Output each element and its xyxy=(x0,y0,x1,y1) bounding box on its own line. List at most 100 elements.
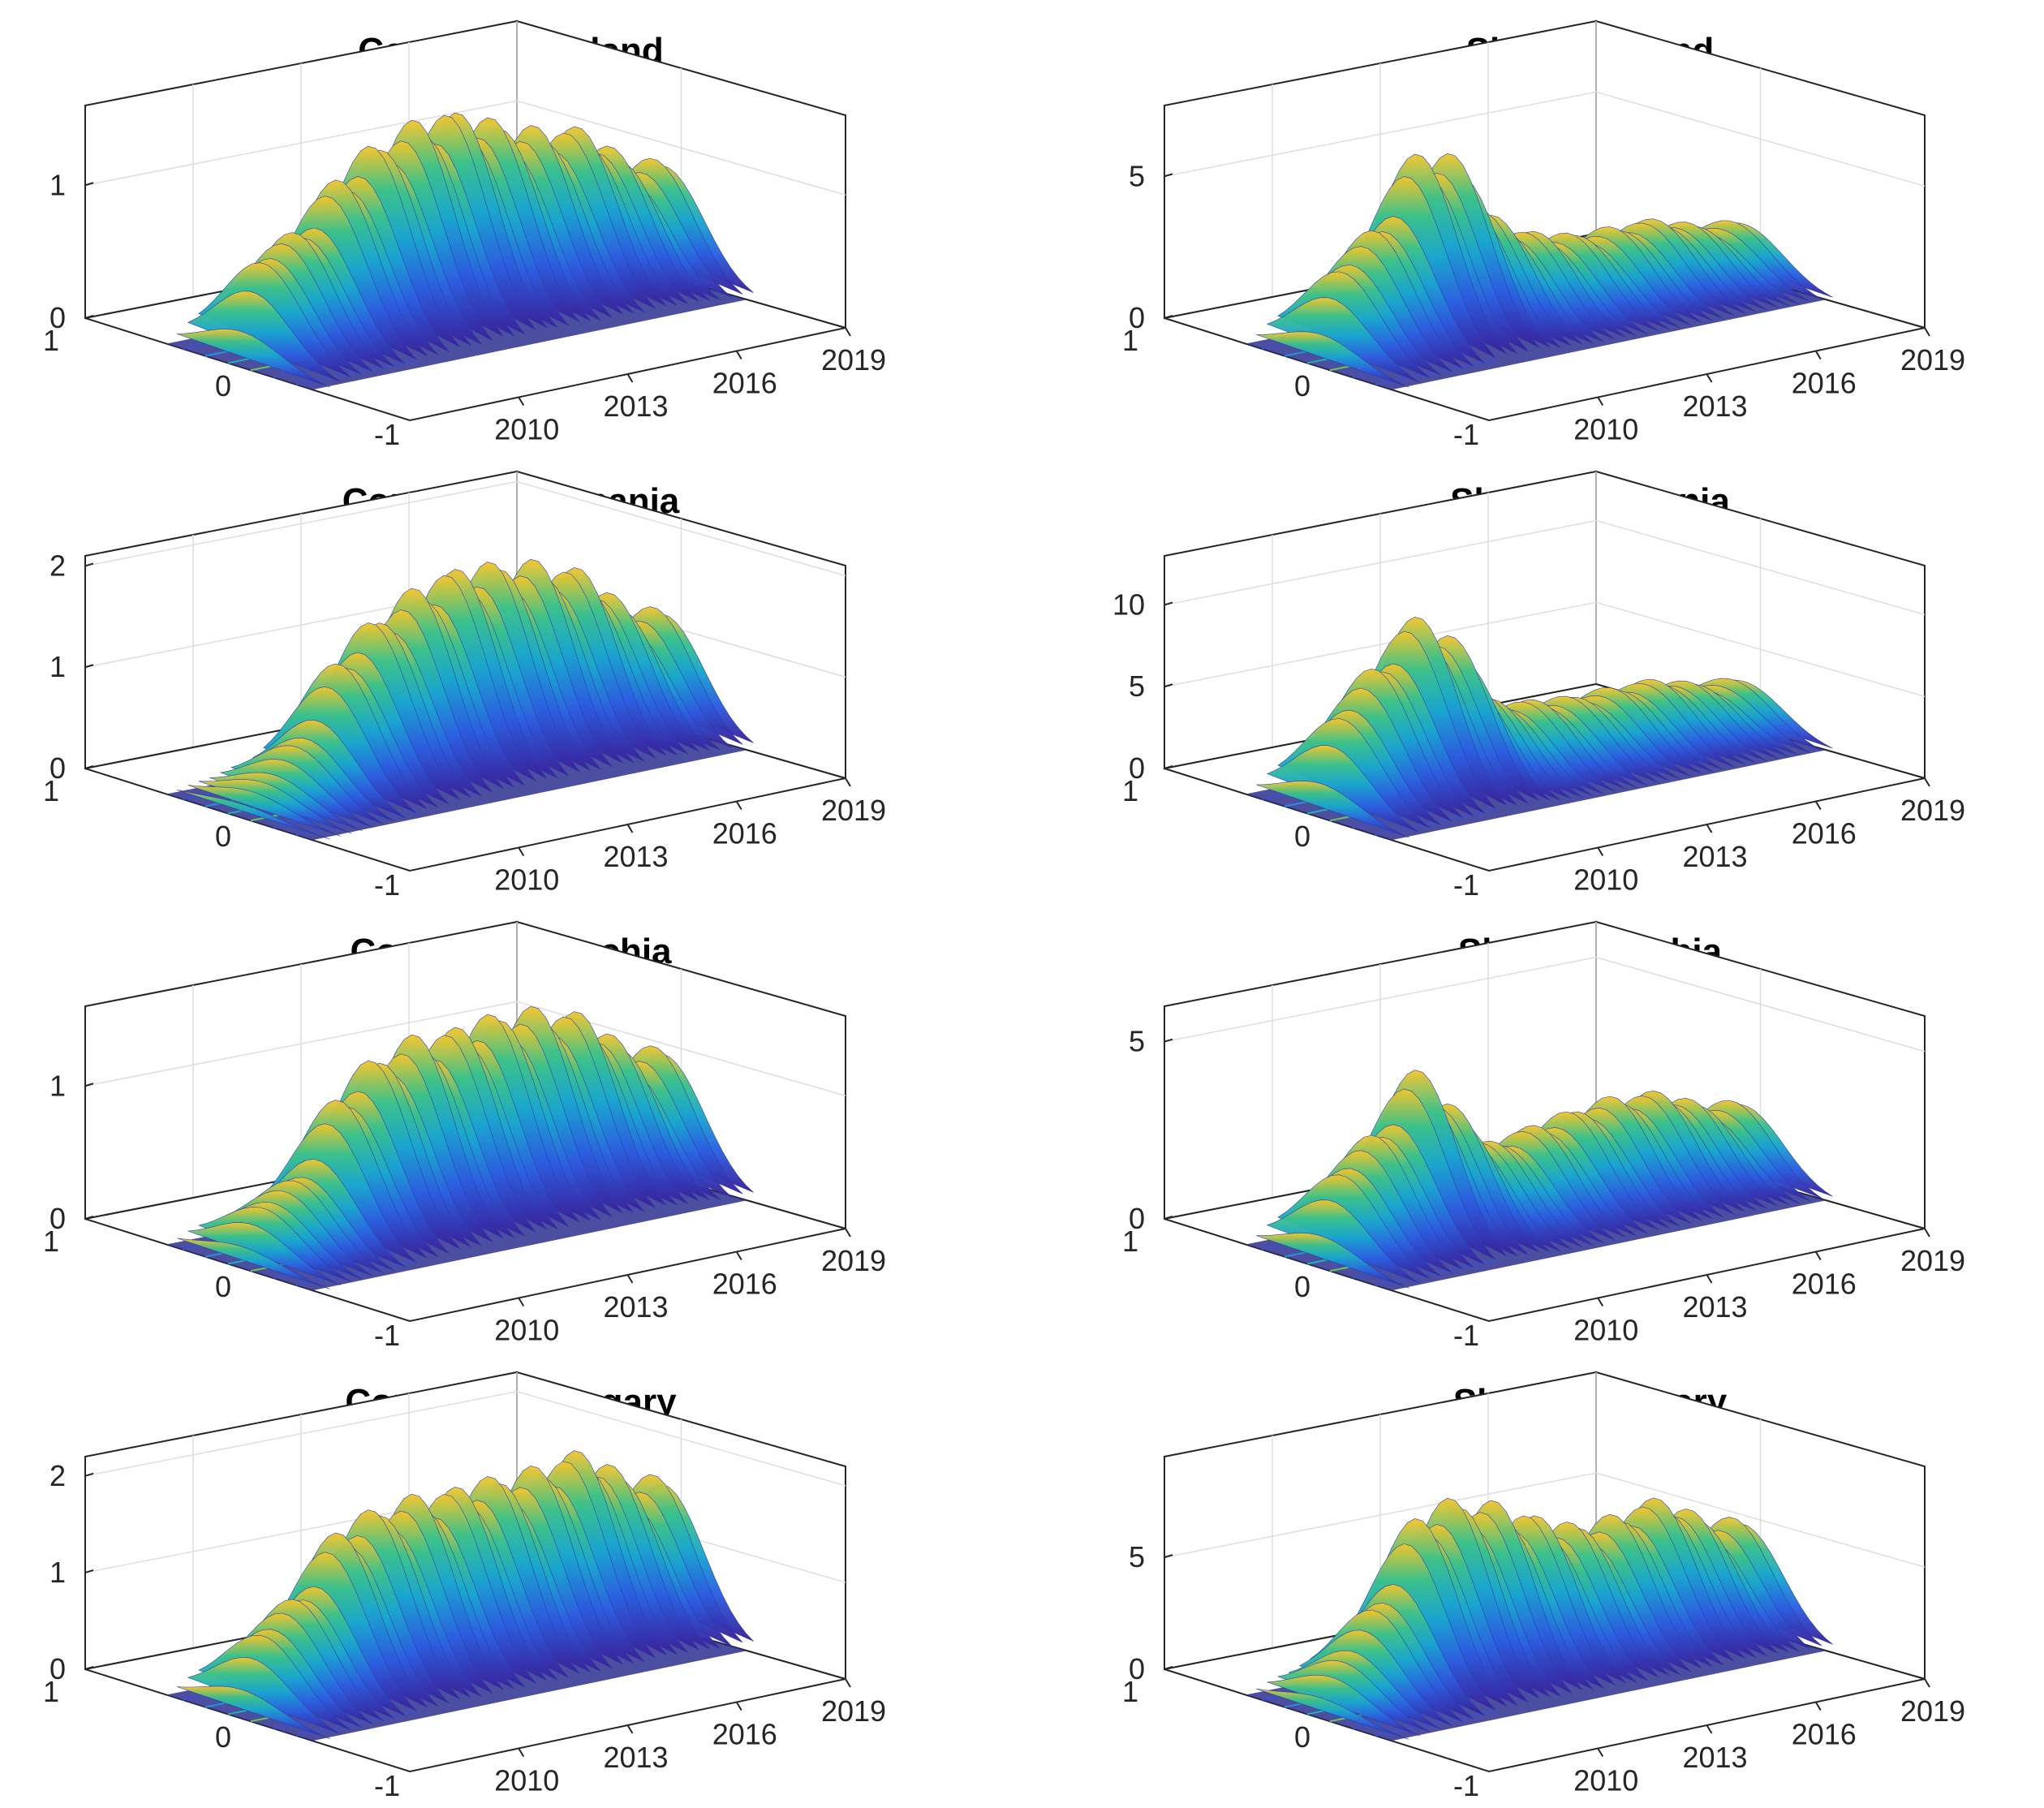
x-tick xyxy=(1924,1228,1930,1238)
panel-4: Slope - Romania0510201020132016201910-1 xyxy=(1079,450,2044,902)
surface-ridges xyxy=(177,112,754,388)
y-tick-label: -1 xyxy=(1453,1319,1479,1352)
z-tick-label: 5 xyxy=(1129,669,1145,703)
x-tick-label: 2019 xyxy=(1900,1694,1965,1728)
x-tick xyxy=(1706,824,1713,833)
x-tick-label: 2016 xyxy=(1792,1268,1857,1301)
z-tick xyxy=(1164,315,1173,319)
x-tick-label: 2019 xyxy=(1900,343,1965,377)
z-tick xyxy=(84,1472,94,1477)
y-tick-label: 0 xyxy=(1294,820,1310,853)
panel-2: Slope - Poland05201020132016201910-1 xyxy=(1079,0,2044,452)
x-tick-label: 2016 xyxy=(712,1268,777,1301)
x-tick-label: 2010 xyxy=(1573,1314,1638,1347)
surface-slice xyxy=(177,1238,330,1289)
x-tick xyxy=(1706,373,1713,383)
x-tick-label: 2010 xyxy=(1573,863,1638,897)
surface-slice xyxy=(187,1657,341,1735)
x-tick xyxy=(518,396,525,407)
x-tick-label: 2010 xyxy=(1573,1764,1638,1797)
x-tick-label: 2016 xyxy=(712,1718,777,1751)
z-tick-label: 5 xyxy=(1129,1540,1145,1573)
x-tick xyxy=(1706,1724,1713,1734)
x-tick xyxy=(626,824,634,833)
x-tick xyxy=(845,1228,851,1238)
y-tick-label: 0 xyxy=(1294,1270,1310,1303)
x-tick xyxy=(735,800,742,811)
z-tick-label: 10 xyxy=(1112,588,1145,621)
x-tick xyxy=(626,1274,634,1284)
surface-slice xyxy=(1256,781,1409,838)
z-tick-label: 1 xyxy=(49,168,66,201)
x-tick-label: 2016 xyxy=(712,367,777,400)
z-tick-label: 0 xyxy=(1129,1652,1145,1685)
x-tick xyxy=(1814,1701,1822,1711)
x-tick-label: 2013 xyxy=(603,1290,668,1324)
y-tick-label: 1 xyxy=(43,324,59,357)
z-tick xyxy=(1164,1038,1173,1043)
x-tick-label: 2019 xyxy=(821,343,886,377)
surface-ridges xyxy=(1256,616,1833,838)
x-tick xyxy=(626,373,634,383)
surface-slice xyxy=(187,291,341,382)
z-tick-label: 2 xyxy=(49,1459,66,1492)
x-tick xyxy=(518,1297,525,1307)
z-tick xyxy=(84,315,94,319)
y-tick-label: 0 xyxy=(1294,369,1310,402)
panel-8: Slope - Hungary05201020132016201910-1 xyxy=(1079,1351,2044,1803)
z-tick-label: 0 xyxy=(1129,751,1145,785)
x-tick-label: 2019 xyxy=(1900,1244,1965,1277)
surface-slice xyxy=(1267,1674,1420,1737)
z-tick-label: 2 xyxy=(49,549,66,582)
z-tick xyxy=(84,765,94,769)
surface-slice xyxy=(1266,1199,1420,1284)
z-tick xyxy=(1164,765,1173,769)
surface-slice xyxy=(177,790,330,840)
x-tick xyxy=(1597,846,1604,857)
x-tick-label: 2013 xyxy=(603,390,668,423)
x-tick xyxy=(626,1724,634,1734)
y-tick-label: 1 xyxy=(43,1225,59,1258)
x-tick xyxy=(735,350,742,360)
x-tick-label: 2016 xyxy=(1792,1718,1857,1751)
surface-ridges xyxy=(177,1005,754,1289)
z-tick-label: 1 xyxy=(49,1556,66,1589)
y-tick-label: -1 xyxy=(1453,418,1479,451)
z-tick xyxy=(84,1666,94,1670)
x-tick-label: 2019 xyxy=(821,794,886,827)
x-tick-label: 2016 xyxy=(1792,367,1857,400)
surface-slice xyxy=(1256,331,1409,388)
x-tick-label: 2010 xyxy=(494,1314,559,1347)
x-tick xyxy=(1924,1678,1930,1688)
surface-ridges xyxy=(1256,153,1833,388)
y-tick-label: 0 xyxy=(1294,1720,1310,1754)
x-tick xyxy=(1924,777,1930,787)
surface-slice xyxy=(1256,1688,1409,1740)
x-tick-label: 2013 xyxy=(603,1741,668,1774)
surface-ridges xyxy=(177,1450,754,1739)
surface-slice xyxy=(177,329,330,388)
x-tick xyxy=(845,1678,851,1688)
x-tick-label: 2013 xyxy=(1682,1741,1747,1774)
x-tick-label: 2010 xyxy=(1573,413,1638,446)
x-tick-label: 2010 xyxy=(494,413,559,446)
surface-ridges xyxy=(1256,1497,1833,1740)
y-tick-label: 0 xyxy=(215,1720,231,1754)
z-tick-label: 0 xyxy=(1129,1202,1145,1235)
y-tick-label: -1 xyxy=(1453,1769,1479,1802)
x-tick xyxy=(845,327,851,337)
z-tick xyxy=(84,1216,94,1220)
x-tick xyxy=(1814,350,1822,360)
y-tick-label: 0 xyxy=(215,820,231,853)
x-tick xyxy=(735,1701,742,1711)
z-tick xyxy=(1164,1666,1173,1670)
z-tick-label: 5 xyxy=(1129,159,1145,192)
